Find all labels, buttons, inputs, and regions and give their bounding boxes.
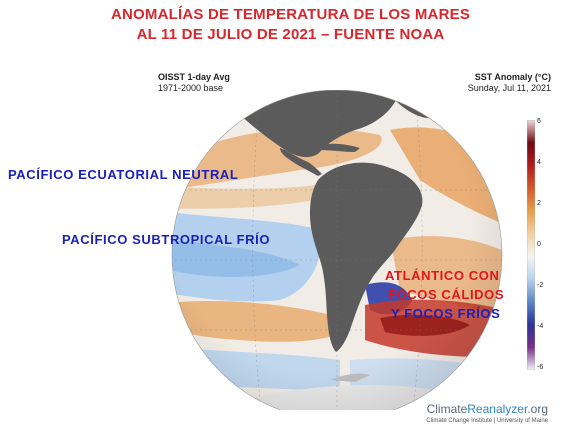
label-atlantico-line3: Y FOCOS FRÍOS xyxy=(391,306,501,321)
colorbar-tick-label: 6 xyxy=(537,118,541,125)
label-atlantico-line1: ATLÁNTICO CON xyxy=(385,268,500,283)
label-pacifico-subtropical: PACÍFICO SUBTROPICAL FRÍO xyxy=(62,232,271,247)
dataset-base: 1971-2000 base xyxy=(158,83,224,93)
brand-part1: Climate xyxy=(426,402,468,416)
brand-subtitle: Climate Change Institute | University of… xyxy=(426,418,548,424)
colorbar-tick-label: -2 xyxy=(537,282,544,289)
dataset-info: OISST 1-day Avg 1971-2000 base xyxy=(158,72,230,94)
globe-map xyxy=(171,90,503,410)
variable-info: SST Anomaly (°C) Sunday, Jul 11, 2021 xyxy=(468,72,551,94)
colorbar-tick-label: 4 xyxy=(537,159,541,166)
map-title-line2: AL 11 DE JULIO DE 2021 – FUENTE NOAA xyxy=(136,26,445,43)
brand-part2: Reanalyzer xyxy=(467,402,528,416)
colorbar-tick-label: 0 xyxy=(537,241,541,248)
colorbar-tick-label: 2 xyxy=(537,200,541,207)
brand-part3: .org xyxy=(527,402,548,416)
globe-outline xyxy=(171,90,503,410)
variable-name: SST Anomaly (°C) xyxy=(474,72,551,82)
brand-logo[interactable]: ClimateReanalyzer.org xyxy=(427,402,548,416)
map-title-line1: ANOMALÍAS DE TEMPERATURA DE LOS MARES xyxy=(110,6,471,23)
label-pacifico-ecuatorial: PACÍFICO ECUATORIAL NEUTRAL xyxy=(8,167,239,182)
colorbar-tick-label: -4 xyxy=(537,323,544,330)
map-date: Sunday, Jul 11, 2021 xyxy=(467,83,551,93)
dataset-name: OISST 1-day Avg xyxy=(158,72,230,82)
colorbar-tick-label: -6 xyxy=(537,364,544,371)
colorbar-scale xyxy=(527,120,535,370)
label-atlantico-line2: FOCOS CÁLIDOS xyxy=(388,287,505,302)
